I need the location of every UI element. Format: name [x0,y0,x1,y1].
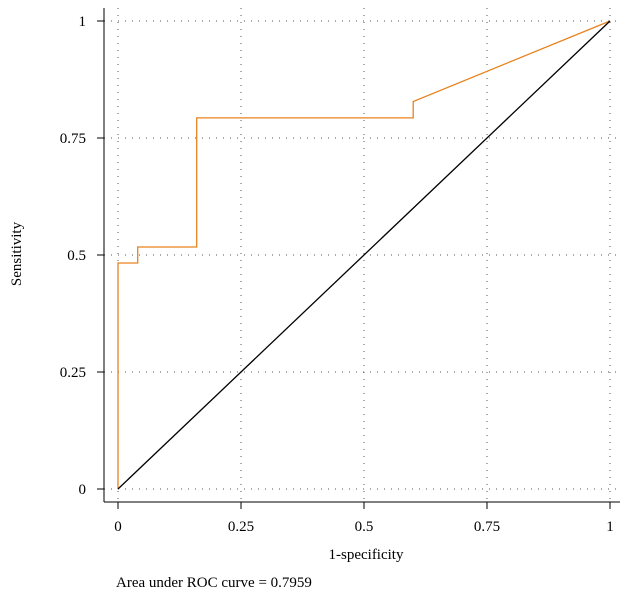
y-tick-label-1: 0.25 [60,365,86,381]
roc-curve [117,20,611,489]
x-axis-label: 1-specificity [329,547,404,563]
x-tick-label-2: 0.5 [355,519,374,535]
x-tick-label-0: 0 [114,519,122,535]
grid-lines [104,8,620,502]
y-tick-label-2: 0.5 [67,248,86,264]
auc-note: Area under ROC curve = 0.7959 [116,575,312,591]
y-tick-label-3: 0.75 [60,131,86,147]
y-axis-label: Sensitivity [9,221,25,286]
axes: 0 0 0.25 0.25 0.5 0.5 0.75 0.75 1 1 [60,8,620,535]
reference-line [117,20,611,490]
x-tick-label-4: 1 [606,519,614,535]
y-tick-label-0: 0 [79,482,87,498]
series-lines [117,20,611,490]
x-tick-label-1: 0.25 [228,519,254,535]
x-tick-label-3: 0.75 [474,519,500,535]
y-tick-label-4: 1 [79,14,87,30]
